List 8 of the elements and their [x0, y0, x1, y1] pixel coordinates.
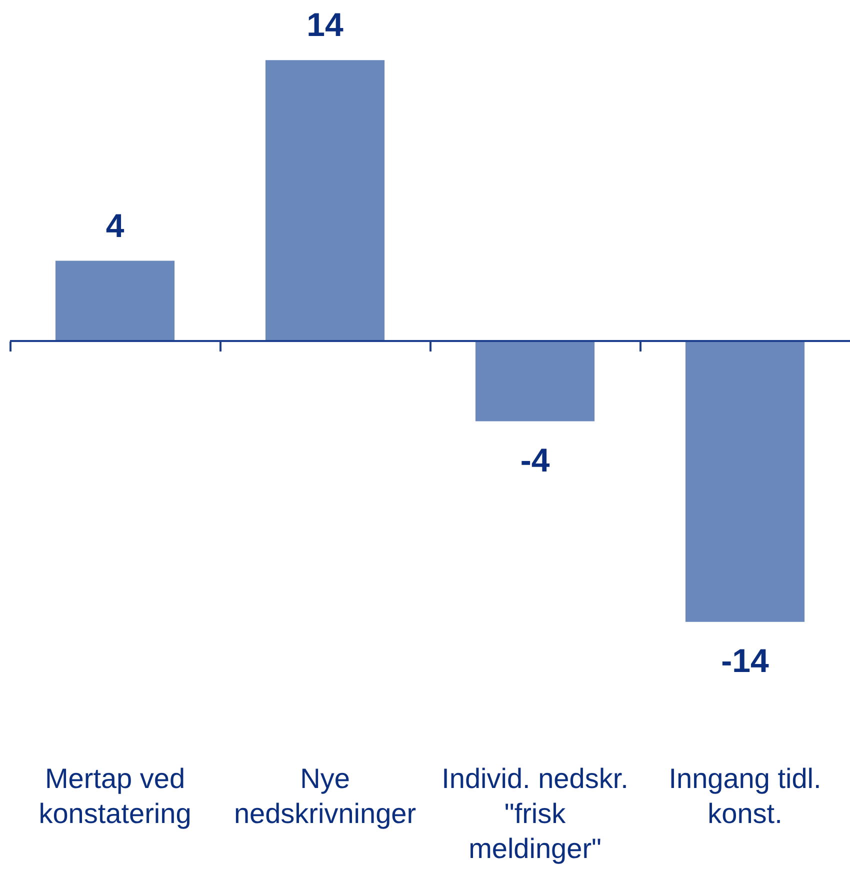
x-tick-label: Mertap ved konstatering	[38, 763, 192, 829]
x-tick-label: Nye nedskrivninger	[234, 763, 416, 829]
data-label: -14	[721, 642, 770, 679]
data-label: -4	[520, 441, 550, 478]
x-tick-label: Inngang tidl. konst.	[668, 763, 822, 829]
data-label: 4	[106, 206, 125, 244]
data-label: 14	[306, 6, 344, 44]
x-tick-label: Individ. nedskr. "frisk meldinger"	[442, 763, 628, 864]
